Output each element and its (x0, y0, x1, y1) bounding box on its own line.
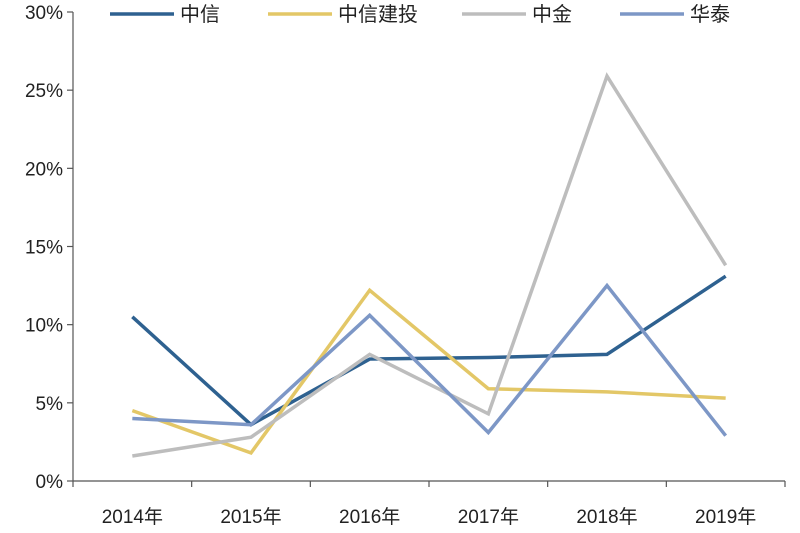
series-line-1 (131, 287, 726, 455)
legend-label: 中信 (180, 2, 220, 26)
legend-item: 中金 (462, 2, 572, 26)
series-line-0 (131, 274, 727, 427)
y-tick-label: 15% (25, 238, 63, 259)
legend-label: 中信建投 (338, 2, 418, 26)
y-tick-label: 20% (25, 159, 63, 180)
legend: 中信 中信建投 中金 华泰 (110, 2, 730, 26)
legend-label: 中金 (532, 2, 572, 26)
y-axis: 0% 5% 10% 15% 20% 25% 30% (25, 3, 74, 493)
y-tick-label: 25% (25, 81, 63, 102)
plot-area (131, 72, 728, 458)
series-line-2 (132, 72, 728, 458)
legend-item: 中信 (110, 2, 220, 26)
y-tick-label: 5% (36, 394, 64, 415)
x-tick-label: 2018年 (576, 506, 637, 528)
y-tick-label: 30% (25, 3, 63, 24)
series-line-3 (132, 282, 728, 437)
x-tick-label: 2017年 (458, 506, 519, 528)
x-tick-label: 2015年 (220, 506, 281, 528)
x-axis: 2014年 2015年 2016年 2017年 2018年 2019年 (72, 480, 786, 528)
y-tick-label: 0% (36, 472, 64, 493)
x-tick-label: 2019年 (695, 506, 756, 528)
legend-label: 华泰 (690, 2, 730, 26)
legend-item: 华泰 (620, 2, 730, 26)
x-tick-label: 2014年 (102, 506, 163, 528)
x-tick-label: 2016年 (339, 506, 400, 528)
legend-item: 中信建投 (268, 2, 418, 26)
y-tick-label: 10% (25, 316, 63, 337)
